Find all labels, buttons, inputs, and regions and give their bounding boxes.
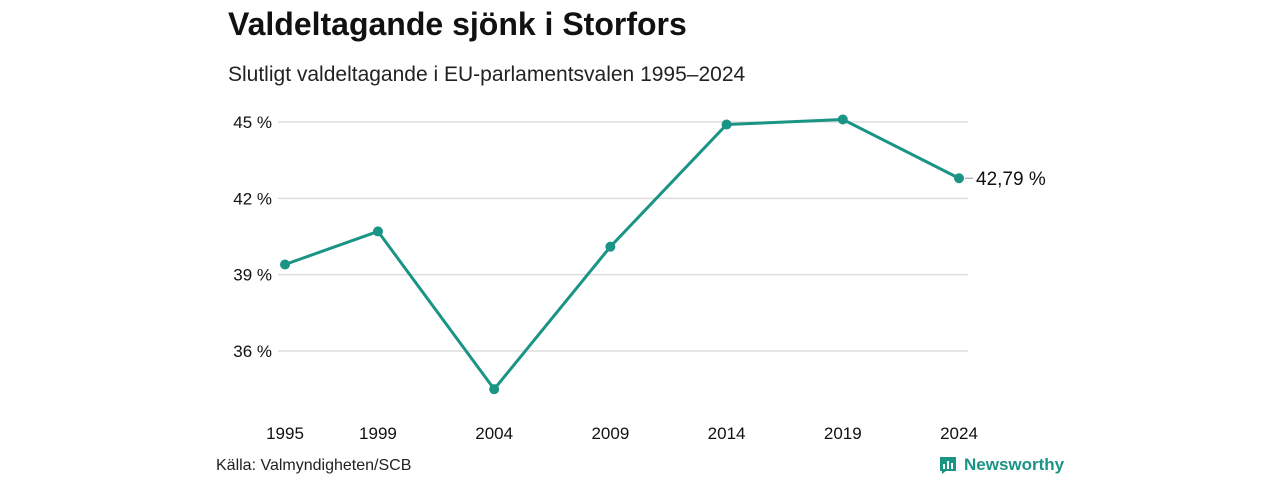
x-tick-label: 2004 bbox=[475, 424, 513, 443]
chart-title: Valdeltagande sjönk i Storfors bbox=[228, 6, 687, 42]
brand-name: Newsworthy bbox=[964, 455, 1065, 474]
x-tick-label: 1999 bbox=[359, 424, 397, 443]
source-note: Källa: Valmyndigheten/SCB bbox=[216, 457, 412, 474]
data-point bbox=[954, 173, 964, 184]
y-tick-label: 36 % bbox=[233, 342, 272, 361]
x-tick-label: 2014 bbox=[708, 424, 746, 443]
end-value-label: 42,79 % bbox=[976, 169, 1046, 190]
brand-logo: Newsworthy bbox=[938, 455, 1064, 475]
x-tick-label: 2019 bbox=[824, 424, 862, 443]
data-point bbox=[721, 119, 732, 130]
x-tick-label: 2009 bbox=[591, 424, 629, 443]
series-line bbox=[284, 117, 960, 391]
y-tick-label: 45 % bbox=[233, 113, 272, 132]
data-point bbox=[837, 114, 848, 125]
y-tick-label: 39 % bbox=[233, 266, 272, 285]
chart-subtitle: Slutligt valdeltagande i EU-parlamentsva… bbox=[228, 63, 746, 86]
x-tick-label: 2024 bbox=[940, 424, 978, 443]
data-point bbox=[372, 226, 383, 237]
y-tick-label: 42 % bbox=[233, 189, 272, 208]
data-point bbox=[280, 259, 290, 270]
bar-chart-logo-icon bbox=[940, 457, 956, 474]
data-point bbox=[605, 241, 616, 252]
x-tick-label: 1995 bbox=[266, 424, 304, 443]
data-point bbox=[489, 384, 500, 395]
